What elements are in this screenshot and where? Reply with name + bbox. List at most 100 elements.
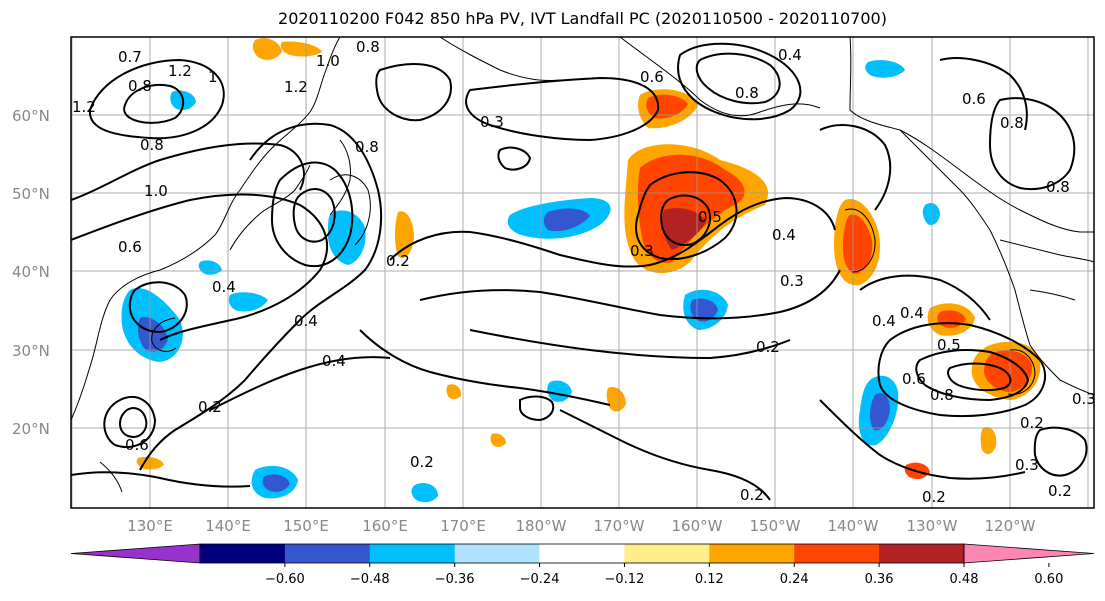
map-gridlines — [71, 37, 1094, 508]
contour-label: 0.6 — [640, 68, 664, 86]
contour-label: 0.8 — [128, 77, 152, 95]
contour-labels: 0.7 0.8 1.2 1 1.2 0.8 1.0 1.2 0.8 0.3 0.… — [72, 38, 1096, 506]
shade-negative-region — [262, 474, 290, 492]
contour-label: 0.7 — [118, 48, 142, 66]
map-title: 2020110200 F042 850 hPa PV, IVT Landfall… — [278, 9, 887, 28]
contour-label: 1.2 — [168, 62, 192, 80]
contour-label: 0.6 — [902, 370, 926, 388]
lon-tick-label: 160°E — [362, 517, 408, 535]
colorbar-swatch — [794, 544, 880, 563]
contour-label: 0.3 — [1015, 456, 1039, 474]
map-area — [71, 37, 1094, 508]
shade-positive-region — [446, 384, 462, 399]
colorbar-swatch — [284, 544, 371, 563]
contour-label: 0.2 — [410, 453, 434, 471]
lat-tick-label: 40°N — [12, 263, 50, 281]
colorbar-tick-label: 0.36 — [865, 572, 894, 587]
contour-label: 0.2 — [922, 488, 946, 506]
lat-tick-label: 30°N — [12, 342, 50, 360]
contour-label: 0.6 — [125, 436, 149, 454]
shade-negative-region — [138, 317, 168, 352]
colorbar-tick-label: −0.24 — [520, 572, 560, 587]
contour-label: 1 — [208, 68, 218, 86]
contour-label: 1.0 — [316, 52, 340, 70]
shade-positive-region — [637, 154, 745, 263]
shade-positive-region — [606, 386, 626, 412]
lon-tick-label: 140°E — [205, 517, 251, 535]
shade-positive-region — [280, 41, 322, 57]
shade-negative-region — [228, 292, 268, 312]
shade-negative-region — [869, 393, 890, 431]
lon-tick-label: 130°W — [907, 517, 958, 535]
colorbar-tick-label: −0.48 — [350, 572, 390, 587]
contour-label: 0.2 — [198, 398, 222, 416]
colorbar-swatch — [879, 544, 965, 563]
contour-label: 0.2 — [1048, 482, 1072, 500]
contour-label: 0.4 — [772, 226, 796, 244]
contour-label: 0.2 — [740, 486, 764, 504]
contour-label: 0.8 — [930, 386, 954, 404]
contour-label: 0.5 — [937, 336, 961, 354]
contour-label: 0.8 — [140, 136, 164, 154]
lon-tick-label: 180°W — [516, 517, 567, 535]
longitude-labels: 130°E 140°E 150°E 160°E 170°E 180°W 170°… — [127, 517, 1035, 535]
lon-tick-label: 150°W — [750, 517, 801, 535]
colorbar-tick-label: −0.36 — [435, 572, 475, 587]
contour-label: 0.6 — [962, 90, 986, 108]
colorbar-swatch — [369, 544, 456, 563]
lon-tick-label: 140°W — [828, 517, 879, 535]
contour-label: 0.2 — [756, 338, 780, 356]
colorbar-tick-label: 0.12 — [695, 572, 724, 587]
coastlines — [71, 37, 1094, 493]
lon-tick-label: 150°E — [283, 517, 329, 535]
shade-negative-region — [543, 208, 590, 232]
contour-label: 0.8 — [735, 84, 759, 102]
contour-label: 0.4 — [900, 304, 924, 322]
lon-tick-label: 170°W — [594, 517, 645, 535]
contour-label: 0.8 — [355, 138, 379, 156]
colorbar-swatch — [200, 544, 286, 563]
lon-tick-label: 120°W — [985, 517, 1036, 535]
shade-positive-region — [252, 38, 282, 60]
colorbar: −0.60 −0.48 −0.36 −0.24 −0.12 0.12 0.24 0.36 0.4… — [70, 543, 1095, 587]
lat-tick-label: 60°N — [12, 107, 50, 125]
shade-positive-region — [842, 214, 873, 274]
shade-positive-region — [662, 208, 706, 250]
lon-tick-label: 160°W — [672, 517, 723, 535]
contour-label: 1.2 — [284, 78, 308, 96]
contour-label: 0.5 — [698, 208, 722, 226]
contour-label: 0.4 — [778, 46, 802, 64]
map-frame — [70, 36, 1095, 509]
contour-label: 0.4 — [294, 312, 318, 330]
colorbar-swatch — [539, 544, 625, 563]
contour-label: 1.0 — [144, 182, 168, 200]
contour-label: 0.3 — [630, 242, 654, 260]
colorbar-swatch — [624, 544, 710, 563]
shade-negative-region — [411, 483, 438, 503]
contour-label: 0.4 — [872, 312, 896, 330]
contour-label: 0.8 — [1046, 178, 1070, 196]
contour-label: 0.2 — [386, 252, 410, 270]
contour-label: 0.6 — [118, 238, 142, 256]
contour-label: 0.4 — [322, 352, 346, 370]
shade-negative-region — [922, 203, 940, 226]
contour-label: 0.3 — [480, 113, 504, 131]
colorbar-frame — [199, 543, 965, 564]
latitude-labels: 20°N 30°N 40°N 50°N 60°N — [12, 107, 50, 438]
colorbar-swatch — [454, 544, 541, 563]
lat-tick-label: 50°N — [12, 185, 50, 203]
shade-negative-region — [328, 210, 366, 265]
colorbar-tick-label: 0.48 — [950, 572, 979, 587]
pv-contours — [71, 42, 1088, 501]
pv-contours-thin — [151, 174, 1036, 395]
colorbar-tick-label: −0.60 — [265, 572, 305, 587]
lat-tick-label: 20°N — [12, 420, 50, 438]
contour-label: 0.8 — [1000, 114, 1024, 132]
lon-tick-label: 170°E — [440, 517, 486, 535]
shade-positive-region — [490, 433, 506, 447]
shade-negative-region — [547, 380, 572, 402]
contour-label: 0.4 — [212, 278, 236, 296]
colorbar-extend-low — [70, 543, 201, 564]
colorbar-tick-label: −0.12 — [605, 572, 645, 587]
